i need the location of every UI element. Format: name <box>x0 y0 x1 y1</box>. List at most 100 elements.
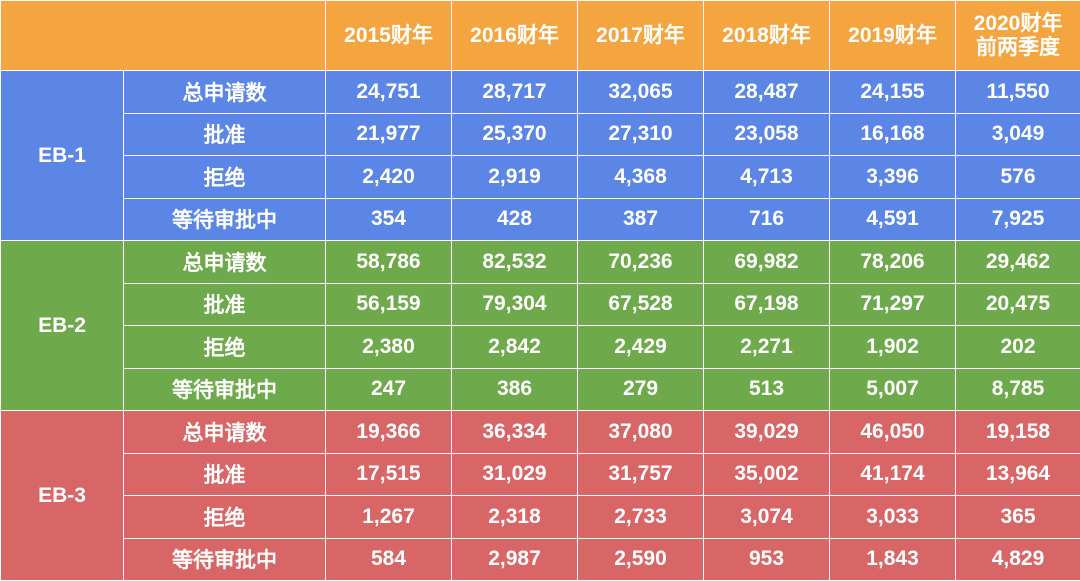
value-cell: 7,925 <box>956 198 1080 241</box>
metric-label: 批准 <box>124 113 326 156</box>
value-cell: 279 <box>578 368 704 411</box>
metric-label: 拒绝 <box>124 496 326 539</box>
header-year-cell: 2016财年 <box>452 1 578 71</box>
value-cell: 28,487 <box>704 71 830 114</box>
value-cell: 4,829 <box>956 538 1080 581</box>
value-cell: 19,366 <box>326 411 452 454</box>
value-cell: 56,159 <box>326 283 452 326</box>
value-cell: 4,713 <box>704 156 830 199</box>
value-cell: 513 <box>704 368 830 411</box>
value-cell: 24,155 <box>830 71 956 114</box>
value-cell: 2,733 <box>578 496 704 539</box>
value-cell: 39,029 <box>704 411 830 454</box>
value-cell: 3,396 <box>830 156 956 199</box>
value-cell: 78,206 <box>830 241 956 284</box>
value-cell: 716 <box>704 198 830 241</box>
header-year-cell: 2015财年 <box>326 1 452 71</box>
value-cell: 2,271 <box>704 326 830 369</box>
metric-label: 拒绝 <box>124 326 326 369</box>
metric-label: 等待审批中 <box>124 538 326 581</box>
value-cell: 2,590 <box>578 538 704 581</box>
value-cell: 365 <box>956 496 1080 539</box>
value-cell: 2,420 <box>326 156 452 199</box>
value-cell: 1,902 <box>830 326 956 369</box>
value-cell: 70,236 <box>578 241 704 284</box>
value-cell: 82,532 <box>452 241 578 284</box>
category-label: EB-1 <box>1 71 124 241</box>
header-year-cell: 2019财年 <box>830 1 956 71</box>
value-cell: 2,429 <box>578 326 704 369</box>
metric-label: 等待审批中 <box>124 198 326 241</box>
value-cell: 2,842 <box>452 326 578 369</box>
value-cell: 953 <box>704 538 830 581</box>
header-corner-cell <box>1 1 326 71</box>
value-cell: 19,158 <box>956 411 1080 454</box>
value-cell: 386 <box>452 368 578 411</box>
header-year-cell: 2017财年 <box>578 1 704 71</box>
value-cell: 1,267 <box>326 496 452 539</box>
value-cell: 3,033 <box>830 496 956 539</box>
value-cell: 29,462 <box>956 241 1080 284</box>
value-cell: 2,380 <box>326 326 452 369</box>
value-cell: 25,370 <box>452 113 578 156</box>
value-cell: 79,304 <box>452 283 578 326</box>
value-cell: 23,058 <box>704 113 830 156</box>
value-cell: 2,919 <box>452 156 578 199</box>
value-cell: 28,717 <box>452 71 578 114</box>
value-cell: 247 <box>326 368 452 411</box>
metric-label: 总申请数 <box>124 411 326 454</box>
value-cell: 428 <box>452 198 578 241</box>
category-label: EB-3 <box>1 411 124 581</box>
header-row: 2015财年 2016财年 2017财年 2018财年 2019财年 2020财… <box>1 1 1080 71</box>
value-cell: 584 <box>326 538 452 581</box>
value-cell: 67,198 <box>704 283 830 326</box>
value-cell: 36,334 <box>452 411 578 454</box>
value-cell: 27,310 <box>578 113 704 156</box>
value-cell: 13,964 <box>956 453 1080 496</box>
value-cell: 35,002 <box>704 453 830 496</box>
value-cell: 21,977 <box>326 113 452 156</box>
value-cell: 3,049 <box>956 113 1080 156</box>
metric-label: 批准 <box>124 453 326 496</box>
metric-label: 批准 <box>124 283 326 326</box>
value-cell: 32,065 <box>578 71 704 114</box>
value-cell: 24,751 <box>326 71 452 114</box>
value-cell: 17,515 <box>326 453 452 496</box>
value-cell: 37,080 <box>578 411 704 454</box>
value-cell: 354 <box>326 198 452 241</box>
header-year-cell: 2018财年 <box>704 1 830 71</box>
value-cell: 4,368 <box>578 156 704 199</box>
metric-label: 拒绝 <box>124 156 326 199</box>
metric-label: 等待审批中 <box>124 368 326 411</box>
value-cell: 58,786 <box>326 241 452 284</box>
value-cell: 46,050 <box>830 411 956 454</box>
value-cell: 20,475 <box>956 283 1080 326</box>
value-cell: 576 <box>956 156 1080 199</box>
value-cell: 8,785 <box>956 368 1080 411</box>
value-cell: 69,982 <box>704 241 830 284</box>
value-cell: 4,591 <box>830 198 956 241</box>
value-cell: 3,074 <box>704 496 830 539</box>
value-cell: 71,297 <box>830 283 956 326</box>
header-year-cell: 2020财年前两季度 <box>956 1 1080 71</box>
value-cell: 67,528 <box>578 283 704 326</box>
value-cell: 1,843 <box>830 538 956 581</box>
value-cell: 2,987 <box>452 538 578 581</box>
value-cell: 31,757 <box>578 453 704 496</box>
value-cell: 202 <box>956 326 1080 369</box>
value-cell: 5,007 <box>830 368 956 411</box>
value-cell: 41,174 <box>830 453 956 496</box>
